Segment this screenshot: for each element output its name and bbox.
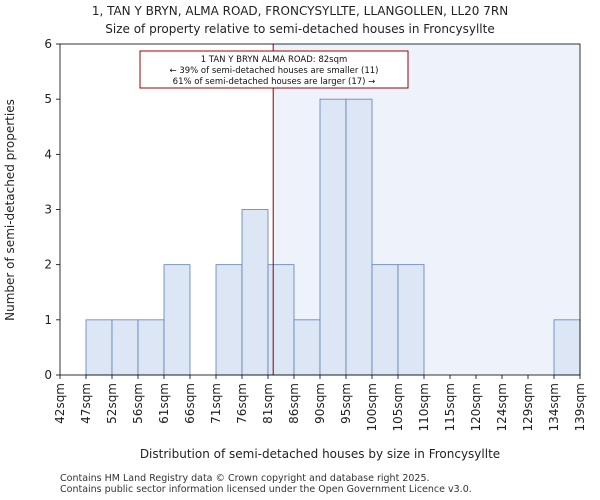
footer-line2: Contains public sector information licen… <box>60 484 472 495</box>
x-tick-label-47sqm: 47sqm <box>79 383 93 424</box>
footer-line1: Contains HM Land Registry data © Crown c… <box>60 473 430 484</box>
x-axis-label: Distribution of semi-detached houses by … <box>140 447 500 461</box>
bar-76sqm <box>241 209 269 376</box>
annotation-box <box>139 50 409 89</box>
y-tick-label: 1 <box>44 313 52 327</box>
annotation-line1: 1 TAN Y BRYN ALMA ROAD: 82sqm <box>201 55 348 65</box>
x-tick-label-81sqm: 81sqm <box>261 383 275 424</box>
x-tick-label-52sqm: 52sqm <box>105 383 119 424</box>
x-axis-ticks: 42sqm 47sqm 52sqm 56sqm 61sqm 66sqm 71sqm 76sqm… <box>53 375 587 431</box>
x-tick-label-61sqm: 61sqm <box>157 383 171 424</box>
bar-81sqm <box>267 264 295 376</box>
x-tick-label-105sqm: 105sqm <box>391 383 405 431</box>
bar-95sqm <box>345 98 373 376</box>
x-tick-label-115sqm: 115sqm <box>443 383 457 431</box>
x-tick-label-100sqm: 100sqm <box>365 383 379 431</box>
x-tick-label-71sqm: 71sqm <box>209 383 223 424</box>
x-tick-label-124sqm: 124sqm <box>495 383 509 431</box>
y-tick-label: 6 <box>44 37 52 51</box>
chart-title-line1: 1, TAN Y BRYN, ALMA ROAD, FRONCYSYLLTE, … <box>92 4 508 18</box>
bar-71sqm <box>215 264 243 376</box>
bar-47sqm <box>85 319 113 376</box>
chart-title-line2: Size of property relative to semi-detach… <box>105 22 494 36</box>
bar-56sqm <box>137 319 165 376</box>
y-tick-label: 4 <box>44 147 52 161</box>
annotation-line3: 61% of semi-detached houses are larger (… <box>173 77 376 87</box>
x-tick-label-110sqm: 110sqm <box>417 383 431 431</box>
y-tick-label: 5 <box>44 92 52 106</box>
x-tick-label-42sqm: 42sqm <box>53 383 67 424</box>
x-tick-label-90sqm: 90sqm <box>313 383 327 424</box>
bar-90sqm <box>319 98 347 376</box>
annotation-line2: ← 39% of semi-detached houses are smalle… <box>170 66 379 76</box>
y-axis-ticks: 0 1 2 3 4 5 6 <box>44 37 60 382</box>
bar-105sqm <box>397 264 425 376</box>
x-tick-label-120sqm: 120sqm <box>469 383 483 431</box>
bar-86sqm <box>293 319 321 376</box>
y-tick-label: 3 <box>44 203 52 217</box>
bars <box>85 98 581 376</box>
x-tick-label-134sqm: 134sqm <box>547 383 561 431</box>
x-tick-label-95sqm: 95sqm <box>339 383 353 424</box>
x-tick-label-129sqm: 129sqm <box>521 383 535 431</box>
x-tick-label-56sqm: 56sqm <box>131 383 145 424</box>
bar-100sqm <box>371 264 399 376</box>
bar-52sqm <box>111 319 139 376</box>
x-tick-label-66sqm: 66sqm <box>183 383 197 424</box>
bar-134sqm <box>553 319 581 376</box>
x-tick-label-139sqm: 139sqm <box>573 383 587 431</box>
y-tick-label: 0 <box>44 368 52 382</box>
x-tick-label-76sqm: 76sqm <box>235 383 249 424</box>
x-tick-label-86sqm: 86sqm <box>287 383 301 424</box>
y-tick-label: 2 <box>44 258 52 272</box>
bar-61sqm <box>163 264 191 376</box>
y-axis-label: Number of semi-detached properties <box>3 99 17 321</box>
